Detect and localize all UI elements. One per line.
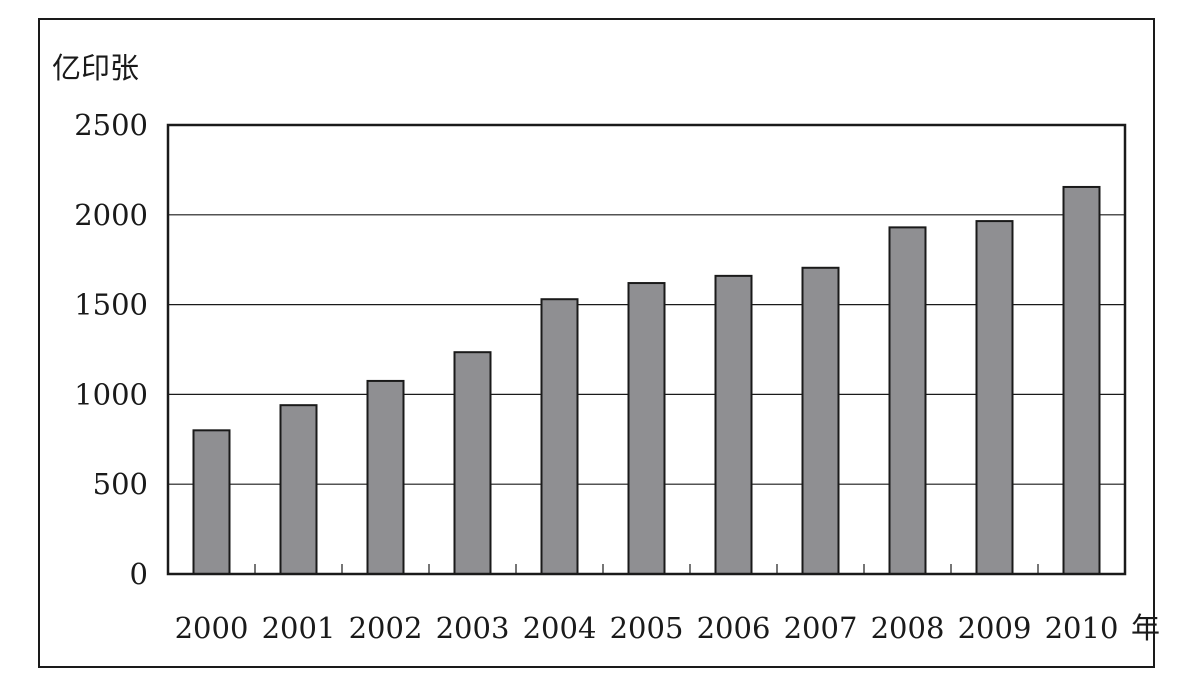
bar-2002 <box>366 379 405 575</box>
y-tick-label: 1000 <box>74 377 148 411</box>
x-tick-label: 2009 <box>958 611 1032 645</box>
y-tick-label: 1500 <box>74 288 148 322</box>
bar-2006 <box>714 274 753 575</box>
x-tick-label: 2007 <box>784 611 858 645</box>
bars <box>192 185 1101 575</box>
chart-frame <box>38 18 1155 668</box>
bar-2010 <box>1062 185 1101 575</box>
y-axis-unit-label: 亿印张 <box>52 51 139 85</box>
x-tick-label: 2004 <box>523 611 597 645</box>
x-tick-label: 2008 <box>871 611 945 645</box>
y-tick-label: 2000 <box>74 198 148 232</box>
bar-2009 <box>975 220 1014 575</box>
bar-2007 <box>801 266 840 575</box>
bar-2000 <box>192 429 231 575</box>
x-tick-label: 2002 <box>349 611 423 645</box>
x-axis-unit-label: 年 <box>1131 611 1160 645</box>
y-tick-label: 500 <box>93 467 148 501</box>
x-tick-label: 2000 <box>175 611 249 645</box>
plot-area-border <box>166 123 1127 576</box>
x-tick-label: 2003 <box>436 611 510 645</box>
y-tick-label: 2500 <box>74 108 148 142</box>
x-tick-label: 2006 <box>697 611 771 645</box>
x-tick-label: 2001 <box>262 611 336 645</box>
bar-2005 <box>627 282 666 575</box>
bar-2004 <box>540 298 579 575</box>
y-tick-label: 0 <box>130 557 148 591</box>
x-tick-label: 2010 <box>1045 611 1119 645</box>
bar-2001 <box>279 404 318 575</box>
axes: 0 500 1000 1500 2000 2500 2000 2001 2002 2003 2004… <box>74 108 1118 645</box>
x-tick-label: 2005 <box>610 611 684 645</box>
bar-2003 <box>453 351 492 575</box>
bar-2008 <box>888 226 927 575</box>
